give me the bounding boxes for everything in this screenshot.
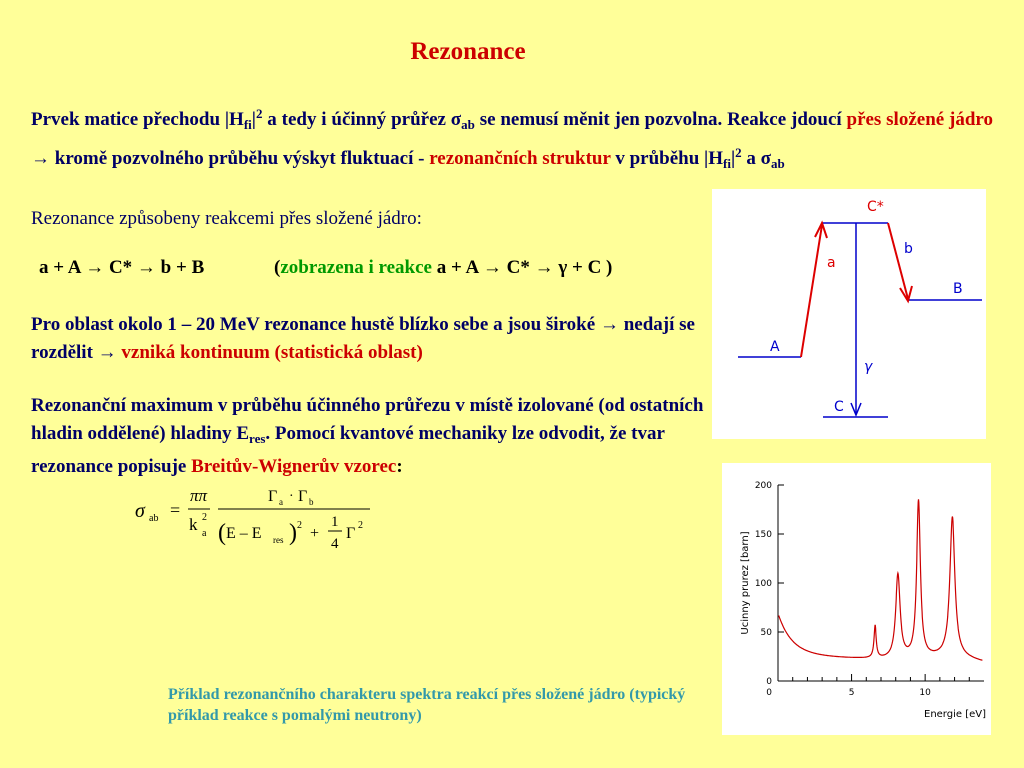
label-gamma: γ <box>864 359 873 375</box>
slide-title: Rezonance <box>410 38 526 65</box>
x-tick-label: 10 <box>919 688 931 698</box>
arrowhead-a <box>814 220 828 239</box>
plus-sign: + <box>310 525 319 542</box>
energy-res-sub: res <box>273 535 284 545</box>
k-sup: 2 <box>202 512 207 523</box>
intro-paragraph: Prvek matice přechodu |Hfi|2 a tedy i úč… <box>31 106 993 171</box>
breit-wigner-formula: σ ab = ππ k 2 a Γ a · Γ b ( E – E res ) … <box>135 486 370 552</box>
arrow-b <box>887 222 909 300</box>
gamma-total: Γ <box>346 525 355 542</box>
label-A: A <box>770 339 780 355</box>
label-c-star: C* <box>867 199 884 215</box>
label-B: B <box>953 281 963 297</box>
y-tick-label: 0 <box>766 677 772 687</box>
y-tick-label: 100 <box>755 579 772 589</box>
four: 4 <box>331 536 339 552</box>
paren-sup: 2 <box>297 520 302 531</box>
reaction-note: (zobrazena i reakce a + A → C* → γ + C ) <box>274 257 613 278</box>
dot-symbol: · <box>289 489 294 504</box>
one: 1 <box>331 514 339 530</box>
subheading: Rezonance způsobeny reakcemi přes složen… <box>31 208 422 229</box>
k-sub: a <box>202 528 207 539</box>
plot-x-label: Energie [eV] <box>924 709 986 720</box>
sigma-sub: ab <box>149 513 158 524</box>
y-tick-label: 150 <box>755 530 772 540</box>
gamma-a-sub: a <box>279 497 283 507</box>
plot-y-label: Ucinny prurez [barn] <box>740 531 751 634</box>
equals-sign: = <box>170 500 180 520</box>
origin-label: 0 <box>766 688 772 698</box>
arrowhead-gamma <box>850 402 862 417</box>
plot-caption: Příklad rezonančního charakteru spektra … <box>168 686 686 724</box>
level-diagram: C* a b A B γ C <box>712 189 986 439</box>
x-tick-label: 5 <box>849 688 855 698</box>
pi-symbol: ππ <box>190 486 208 505</box>
y-tick-label: 200 <box>755 481 772 491</box>
arrow-a <box>800 224 823 358</box>
continuum-paragraph: Pro oblast okolo 1 – 20 MeV rezonance hu… <box>31 314 695 363</box>
k-symbol: k <box>189 515 198 534</box>
cross-section-series <box>778 499 983 661</box>
label-C: C <box>834 399 844 415</box>
energy-diff: E – E <box>226 525 262 542</box>
y-tick-label: 50 <box>761 628 773 638</box>
sigma-symbol: σ <box>135 500 146 522</box>
label-a: a <box>827 255 836 271</box>
reaction-equation: a + A → C* → b + B <box>39 257 205 278</box>
plot-axes <box>777 484 984 682</box>
label-b: b <box>904 241 913 257</box>
resonance-paragraph: Rezonanční maximum v průběhu účinného pr… <box>31 395 704 477</box>
gamma-a: Γ <box>268 488 277 505</box>
gamma-sup: 2 <box>358 520 363 531</box>
gamma-b-sub: b <box>309 497 314 507</box>
paren-close: ) <box>289 520 297 546</box>
arrowhead-b <box>899 285 913 304</box>
paren-open: ( <box>218 520 226 546</box>
gamma-b: Γ <box>298 488 307 505</box>
